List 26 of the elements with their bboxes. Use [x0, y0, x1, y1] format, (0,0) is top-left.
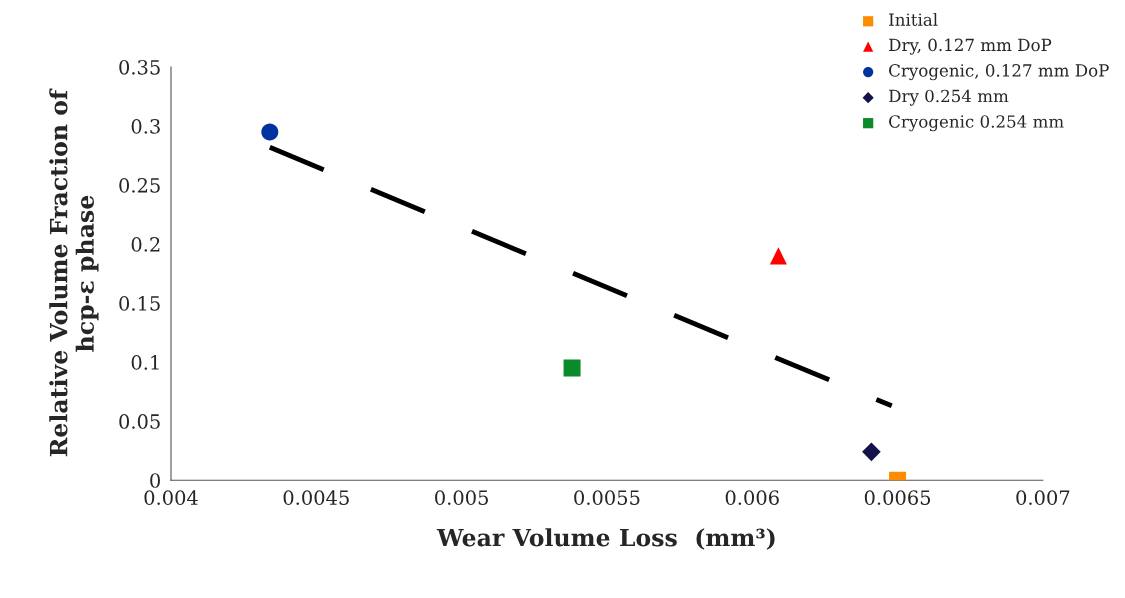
legend-label: Cryogenic, 0.127 mm DoP: [889, 64, 1109, 81]
legend-label: Initial: [889, 12, 938, 26]
y-tick-label: 0.25: [119, 177, 160, 193]
x-tick-label: 0.006: [725, 490, 779, 505]
y-tick-label: 0.35: [119, 59, 160, 75]
y-tick-label: 0.05: [119, 414, 160, 429]
legend-label: Dry, 0.127 mm DoP: [889, 38, 1052, 55]
point: [769, 247, 787, 265]
point: [862, 442, 881, 462]
x-tick-label: 0.004: [144, 490, 198, 505]
y-tick-label: 0.1: [131, 355, 159, 370]
y-axis-title: Relative Volume Fraction of hcp-ε phase: [49, 88, 99, 457]
x-tick-label: 0.007: [1016, 490, 1070, 505]
y-tick-label: 0: [150, 473, 160, 488]
y-tick-label: 0.3: [131, 118, 160, 134]
point: [563, 359, 581, 377]
x-tick-label: 0.0065: [864, 490, 931, 505]
x-tick-label: 0.0055: [574, 490, 640, 505]
y-tick-label: 0.2: [131, 237, 160, 252]
x-tick-label: 0.0045: [283, 490, 349, 505]
x-tick-label: 0.005: [435, 490, 488, 505]
x-axis-title: Wear Volume Loss (mm³): [436, 528, 775, 550]
legend-label: Dry 0.254 mm: [889, 89, 1009, 106]
legend-label: Cryogenic 0.254 mm: [889, 115, 1064, 132]
point: [261, 123, 279, 141]
y-tick-label: 0.15: [119, 296, 160, 311]
